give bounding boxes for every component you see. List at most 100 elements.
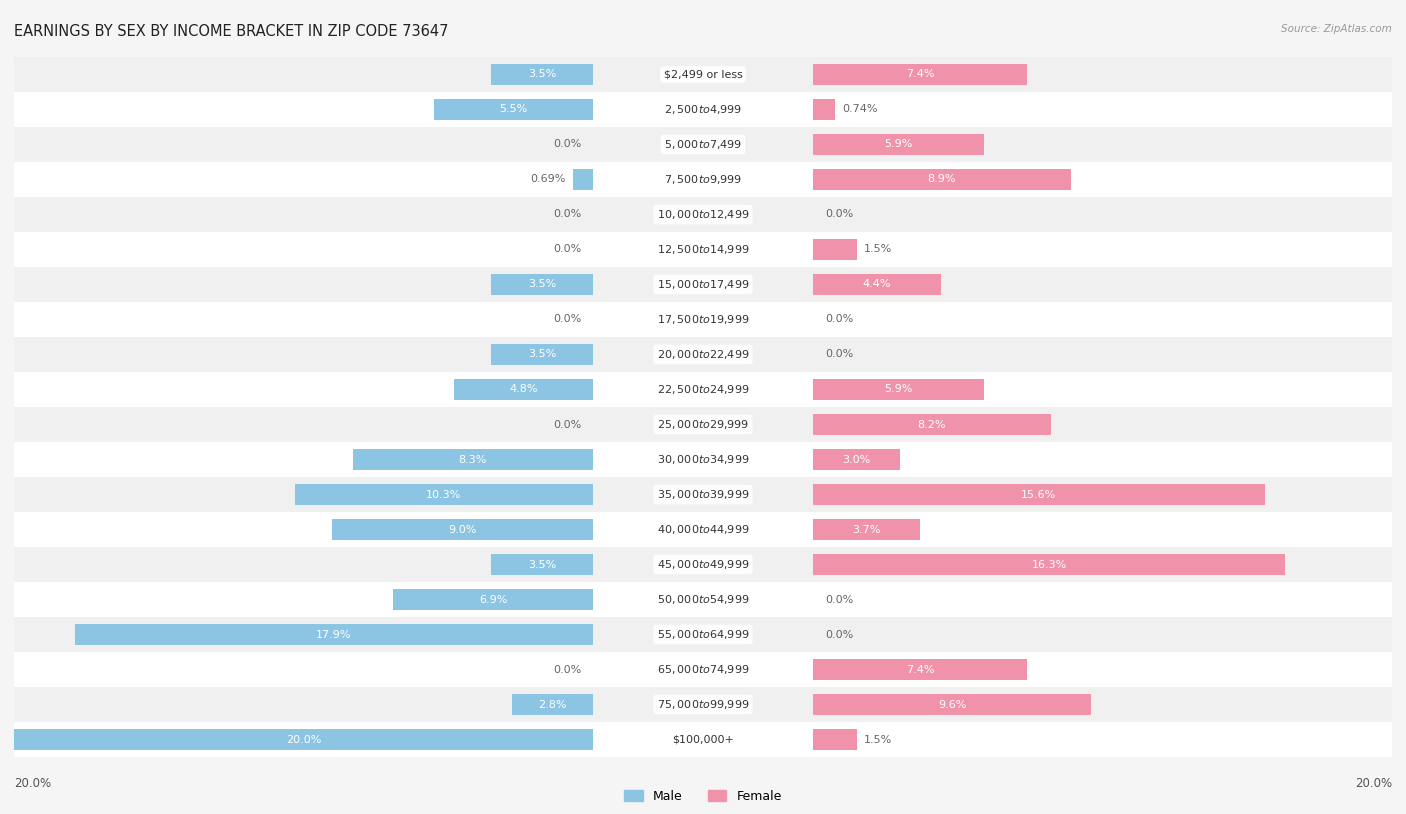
Bar	[813, 442, 1392, 477]
Text: 0.0%: 0.0%	[553, 419, 581, 430]
Text: $2,500 to $4,999: $2,500 to $4,999	[664, 103, 742, 116]
Bar	[14, 407, 593, 442]
Bar	[492, 344, 593, 365]
Bar	[813, 57, 1392, 92]
Text: $40,000 to $44,999: $40,000 to $44,999	[657, 523, 749, 536]
Bar	[813, 722, 1392, 757]
Bar	[14, 729, 593, 751]
Text: $100,000+: $100,000+	[672, 734, 734, 745]
Bar	[593, 547, 813, 582]
Text: 3.5%: 3.5%	[529, 69, 557, 80]
Bar	[492, 274, 593, 295]
Bar	[14, 547, 593, 582]
Bar	[14, 162, 593, 197]
Bar	[14, 652, 593, 687]
Text: $12,500 to $14,999: $12,500 to $14,999	[657, 243, 749, 256]
Text: 0.0%: 0.0%	[553, 209, 581, 220]
Bar	[512, 694, 593, 716]
Bar	[813, 729, 856, 751]
Text: 7.4%: 7.4%	[905, 69, 935, 80]
Text: $25,000 to $29,999: $25,000 to $29,999	[657, 418, 749, 431]
Text: $22,500 to $24,999: $22,500 to $24,999	[657, 383, 749, 396]
Text: 9.6%: 9.6%	[938, 699, 966, 710]
Text: $65,000 to $74,999: $65,000 to $74,999	[657, 663, 749, 676]
Text: 6.9%: 6.9%	[479, 594, 508, 605]
Bar	[593, 512, 813, 547]
Text: 0.0%: 0.0%	[825, 594, 853, 605]
Text: 3.7%: 3.7%	[852, 524, 882, 535]
Bar	[14, 267, 593, 302]
Bar	[593, 477, 813, 512]
Bar	[593, 687, 813, 722]
Bar	[813, 239, 856, 260]
Text: 0.74%: 0.74%	[842, 104, 877, 115]
Legend: Male, Female: Male, Female	[619, 785, 787, 807]
Text: 0.0%: 0.0%	[553, 314, 581, 325]
Bar	[14, 372, 593, 407]
Text: $20,000 to $22,499: $20,000 to $22,499	[657, 348, 749, 361]
Bar	[295, 484, 593, 505]
Text: $15,000 to $17,499: $15,000 to $17,499	[657, 278, 749, 291]
Bar	[813, 168, 1071, 190]
Bar	[454, 379, 593, 400]
Text: 3.0%: 3.0%	[842, 454, 870, 465]
Text: 9.0%: 9.0%	[449, 524, 477, 535]
Bar	[14, 722, 593, 757]
Bar	[593, 162, 813, 197]
Bar	[813, 372, 1392, 407]
Bar	[813, 687, 1392, 722]
Text: $10,000 to $12,499: $10,000 to $12,499	[657, 208, 749, 221]
Text: 8.9%: 8.9%	[928, 174, 956, 185]
Bar	[353, 449, 593, 470]
Text: 1.5%: 1.5%	[863, 244, 893, 255]
Text: 8.2%: 8.2%	[918, 419, 946, 430]
Bar	[813, 63, 1028, 85]
Text: 20.0%: 20.0%	[1355, 777, 1392, 790]
Text: 0.0%: 0.0%	[553, 139, 581, 150]
Text: $17,500 to $19,999: $17,500 to $19,999	[657, 313, 749, 326]
Bar	[813, 407, 1392, 442]
Bar	[14, 582, 593, 617]
Bar	[14, 232, 593, 267]
Text: 0.0%: 0.0%	[553, 664, 581, 675]
Bar	[813, 414, 1050, 435]
Bar	[813, 92, 1392, 127]
Bar	[813, 379, 984, 400]
Text: $35,000 to $39,999: $35,000 to $39,999	[657, 488, 749, 501]
Text: 2.8%: 2.8%	[538, 699, 567, 710]
Text: $75,000 to $99,999: $75,000 to $99,999	[657, 698, 749, 711]
Bar	[75, 624, 593, 646]
Bar	[813, 302, 1392, 337]
Bar	[14, 302, 593, 337]
Bar	[813, 554, 1285, 575]
Bar	[593, 92, 813, 127]
Bar	[593, 442, 813, 477]
Bar	[14, 477, 593, 512]
Text: 20.0%: 20.0%	[285, 734, 321, 745]
Bar	[593, 267, 813, 302]
Bar	[593, 652, 813, 687]
Bar	[813, 162, 1392, 197]
Bar	[14, 337, 593, 372]
Bar	[492, 63, 593, 85]
Bar	[813, 652, 1392, 687]
Bar	[813, 449, 900, 470]
Bar	[492, 554, 593, 575]
Bar	[813, 197, 1392, 232]
Bar	[593, 197, 813, 232]
Text: $7,500 to $9,999: $7,500 to $9,999	[664, 173, 742, 186]
Text: $50,000 to $54,999: $50,000 to $54,999	[657, 593, 749, 606]
Text: 17.9%: 17.9%	[316, 629, 352, 640]
Bar	[14, 687, 593, 722]
Text: 3.5%: 3.5%	[529, 559, 557, 570]
Bar	[813, 477, 1392, 512]
Text: $5,000 to $7,499: $5,000 to $7,499	[664, 138, 742, 151]
Text: 15.6%: 15.6%	[1021, 489, 1056, 500]
Bar	[813, 267, 1392, 302]
Text: 5.5%: 5.5%	[499, 104, 527, 115]
Text: 4.8%: 4.8%	[509, 384, 537, 395]
Bar	[813, 519, 921, 540]
Text: 5.9%: 5.9%	[884, 384, 912, 395]
Bar	[14, 92, 593, 127]
Bar	[593, 372, 813, 407]
